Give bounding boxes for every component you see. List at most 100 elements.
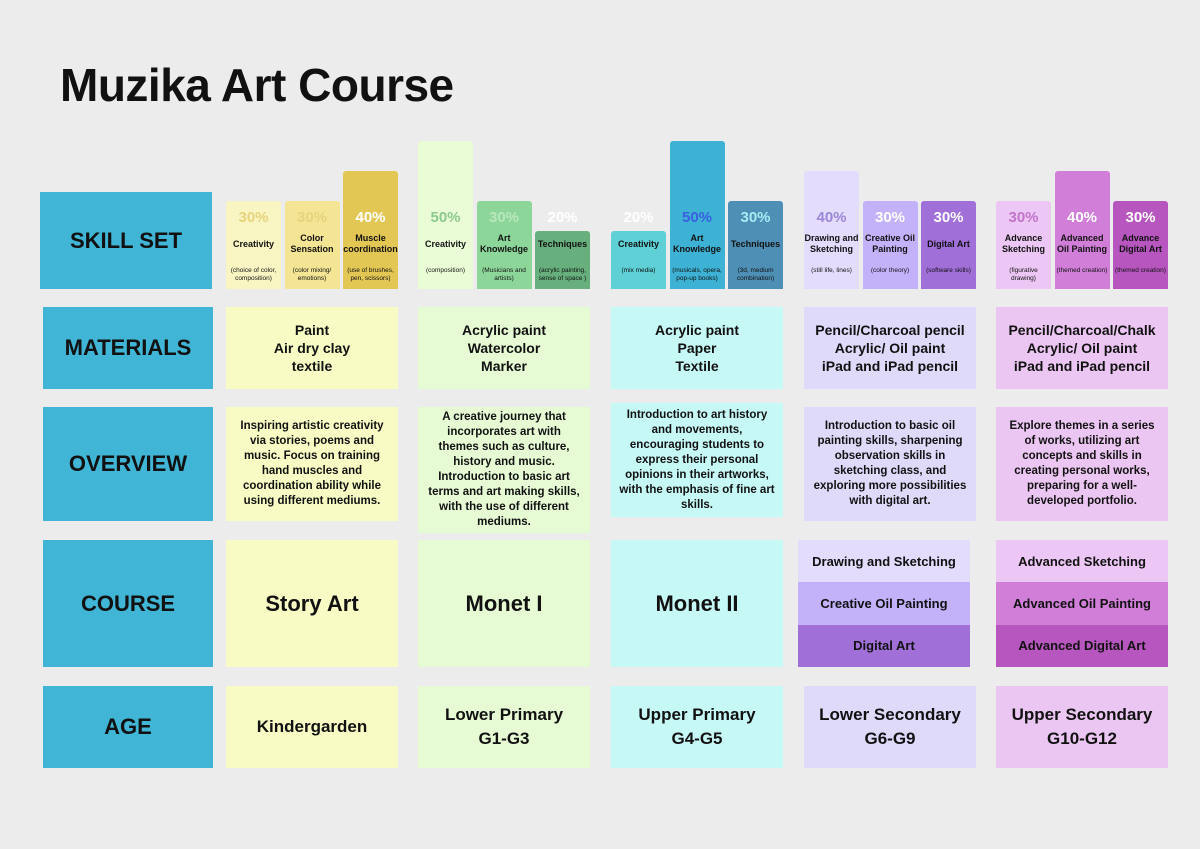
- skill-description: (color mixing/ emotions): [292, 267, 332, 282]
- skill-bar: 40% Advanced Oil Painting (themed creation…: [1054, 171, 1110, 289]
- skill-percent: 40%: [1066, 209, 1098, 226]
- material-item: Watercolor: [467, 340, 541, 356]
- course-name: Story Art: [265, 590, 359, 616]
- skill-name: Advanced Oil Painting: [1056, 233, 1107, 254]
- skill-bar: 30% Creativity (choice of color, compositi…: [226, 201, 281, 289]
- skill-percent: 20%: [547, 209, 578, 226]
- age-line: Lower Secondary: [819, 705, 961, 724]
- skill-percent: 30%: [238, 209, 269, 226]
- skill-description: (Musicians and artists): [482, 267, 526, 282]
- skill-bar: 50% Art Knowledge (musicals, opera, pop-up…: [669, 141, 725, 289]
- skill-description: (composition): [425, 267, 465, 274]
- age-box: Lower Primary G1-G3: [418, 686, 590, 768]
- skill-percent: 40%: [355, 209, 386, 226]
- page-title: Muzika Art Course: [60, 59, 454, 111]
- materials-box: Acrylic paint Paper Textile: [611, 307, 783, 389]
- overview-text: Introduction to art history and movement…: [619, 408, 775, 511]
- material-item: Paint: [294, 322, 330, 338]
- skill-description: (software skills): [926, 267, 971, 274]
- skill-percent: 50%: [681, 209, 713, 226]
- skill-description: (themed creation): [1115, 267, 1166, 274]
- materials-box: Acrylic paint Watercolor Marker: [418, 307, 590, 389]
- material-item: Paper: [677, 340, 717, 356]
- materials-box: Paint Air dry clay textile: [226, 307, 398, 389]
- row-label-course: COURSE: [43, 540, 213, 667]
- skill-bar: 40% Drawing and Sketching (still life, lin…: [804, 171, 859, 289]
- age-box: Lower Secondary G6-G9: [804, 686, 976, 768]
- skill-description: (acrylic painting, sense of space ): [538, 267, 587, 282]
- material-item: Textile: [675, 358, 719, 374]
- skill-bar: 50% Creativity (composition): [418, 141, 473, 289]
- skill-bar: 30% Advance Sketching (figurative drawing): [996, 201, 1051, 289]
- skill-bar: 30% Creative Oil Painting (color theory): [862, 201, 918, 289]
- skill-name: Creativity: [232, 238, 275, 249]
- skill-percent: 30%: [933, 209, 964, 226]
- skill-name: Muscle coordination: [343, 233, 398, 254]
- overview-box: Explore themes in a series of works, uti…: [996, 407, 1168, 521]
- overview-box: Introduction to basic oil painting skill…: [804, 407, 976, 521]
- skill-percent: 30%: [296, 209, 328, 226]
- age-line: G6-G9: [864, 729, 916, 748]
- material-item: Acrylic paint: [654, 322, 740, 338]
- skill-name: Creative Oil Painting: [864, 233, 916, 254]
- materials-box: Pencil/Charcoal pencil Acrylic/ Oil paint…: [804, 307, 976, 389]
- skill-name: Art Knowledge: [672, 233, 721, 254]
- material-item: textile: [291, 358, 333, 374]
- skill-bar: 20% Creativity (mix media): [611, 209, 666, 289]
- course-name: Monet I: [465, 590, 543, 616]
- material-item: Acrylic/ Oil paint: [834, 340, 946, 356]
- material-item: Acrylic paint: [461, 322, 547, 338]
- skill-name: Creativity: [424, 238, 467, 249]
- material-item: Acrylic/ Oil paint: [1026, 340, 1138, 356]
- age-line: Upper Secondary: [1011, 705, 1153, 724]
- overview-text: Explore themes in a series of works, uti…: [1009, 420, 1155, 507]
- skill-description: (choice of color, composition): [230, 267, 277, 282]
- skill-bar: 30% Advance Digital Art (themed creation): [1113, 201, 1168, 289]
- course-box: Monet I: [418, 540, 590, 667]
- row-label-age: AGE: [43, 686, 213, 768]
- age-line: Lower Primary: [444, 705, 564, 724]
- course-name: Monet II: [655, 590, 739, 616]
- overview-box: A creative journey that incorporates art…: [418, 407, 590, 533]
- age-box: Upper Secondary G10-G12: [996, 686, 1168, 768]
- skill-name: Techniques: [730, 238, 781, 249]
- skill-bar: 20% Techniques (acrylic painting, sense of…: [535, 209, 590, 289]
- overview-box: Introduction to art history and movement…: [611, 403, 783, 517]
- overview-text: A creative journey that incorporates art…: [428, 411, 580, 528]
- skill-percent: 30%: [740, 209, 771, 226]
- sub-course: Creative Oil Painting: [798, 582, 970, 625]
- row-label-materials: MATERIALS: [43, 307, 213, 389]
- age-line: Upper Primary: [638, 705, 756, 724]
- material-item: Air dry clay: [273, 340, 351, 356]
- age-line: Kindergarden: [256, 717, 368, 736]
- skill-description: (mix media): [621, 267, 656, 274]
- skill-name: Advance Sketching: [1001, 233, 1045, 254]
- skill-percent: 20%: [623, 209, 654, 226]
- skill-bar: 30% Art Knowledge (Musicians and artists): [476, 201, 532, 289]
- skill-bar: 30% Digital Art (software skills): [921, 201, 976, 289]
- material-item: Pencil/Charcoal pencil: [815, 322, 965, 338]
- course-box: Story Art: [226, 540, 398, 667]
- skill-percent: 30%: [874, 209, 906, 226]
- sub-course: Drawing and Sketching: [798, 540, 970, 583]
- skill-bar: 30% Techniques (3d, medium combination): [728, 201, 783, 289]
- overview-text: Inspiring artistic creativity via storie…: [240, 420, 384, 507]
- skill-name: Advance Digital Art: [1119, 233, 1162, 254]
- skill-percent: 30%: [1008, 209, 1039, 226]
- skill-name: Techniques: [537, 238, 588, 249]
- skill-percent: 30%: [488, 209, 520, 226]
- skill-name: Color Sensation: [290, 233, 334, 254]
- skill-description: (themed creation): [1056, 267, 1108, 274]
- skill-description: (color theory): [870, 267, 910, 274]
- skill-description: (use of brushes, pen, scissors): [347, 267, 394, 282]
- age-line: G4-G5: [671, 729, 723, 748]
- skill-description: (figurative drawing): [1009, 267, 1038, 282]
- skill-name: Creativity: [617, 238, 660, 249]
- sub-course: Advanced Digital Art: [996, 624, 1168, 667]
- skill-description: (musicals, opera, pop-up books): [672, 267, 722, 282]
- course-box: Monet II: [611, 540, 783, 667]
- skill-percent: 30%: [1125, 209, 1156, 226]
- skill-description: (3d, medium combination): [736, 267, 775, 282]
- row-label-overview: OVERVIEW: [43, 407, 213, 521]
- sub-course: Digital Art: [798, 624, 970, 667]
